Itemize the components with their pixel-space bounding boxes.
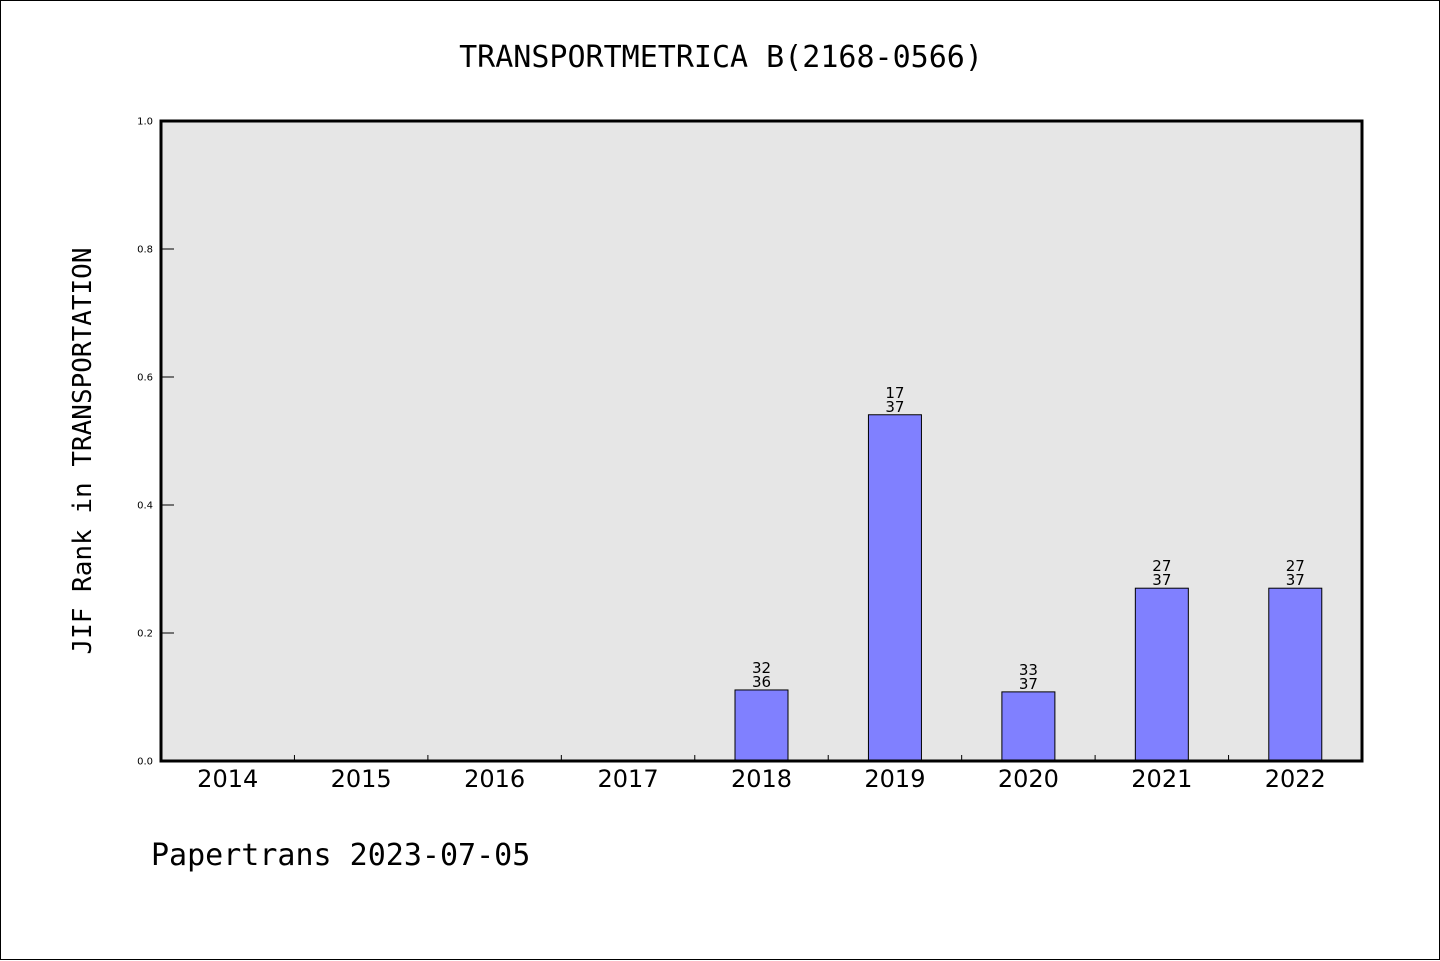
plot-border: [159, 119, 1364, 763]
bar-rank-label: 32: [752, 659, 771, 677]
bar-total-label: 37: [885, 398, 904, 416]
bar-2019: [867, 414, 922, 762]
x-tick-label: 2015: [331, 765, 392, 793]
x-tick-label: 2022: [1265, 765, 1326, 793]
bar-rank-label: 27: [1152, 557, 1171, 575]
y-tick-label: 0.6: [137, 373, 153, 384]
bar-2018: [734, 689, 789, 762]
bar-total-label: 37: [1286, 571, 1305, 589]
bar-total-label: 36: [752, 673, 771, 691]
bar-total-label: 37: [1019, 675, 1038, 693]
y-tick-label: 0.2: [137, 629, 153, 640]
x-tick-label: 2016: [464, 765, 525, 793]
chart-title: TRANSPORTMETRICA B(2168-0566): [459, 40, 983, 75]
bar-rank-label: 33: [1019, 661, 1038, 679]
footer-source: Papertrans 2023-07-05: [151, 838, 530, 873]
x-tick-label: 2021: [1131, 765, 1192, 793]
x-tick-label: 2019: [864, 765, 925, 793]
y-tick-label: 1.0: [137, 117, 153, 128]
bar-rank-label: 27: [1286, 557, 1305, 575]
bar-2022: [1268, 587, 1323, 762]
y-tick-labels: 0.0 0.2 0.4 0.6 0.8 1.0: [137, 117, 153, 768]
x-tick-label: 2018: [731, 765, 792, 793]
x-tick-label: 2017: [598, 765, 659, 793]
y-tick-label: 0.0: [137, 757, 153, 768]
bar-2020: [1001, 691, 1056, 762]
y-tick-label: 0.8: [137, 245, 153, 256]
x-tick-label: 2020: [998, 765, 1059, 793]
bar-rank-label: 17: [885, 384, 904, 402]
y-tick-label: 0.4: [137, 501, 153, 512]
bar-total-label: 37: [1152, 571, 1171, 589]
x-tick-label: 2014: [197, 765, 258, 793]
bar-2021: [1134, 587, 1189, 762]
y-axis-label: JIF Rank in TRANSPORTATION: [68, 248, 98, 655]
x-tick-labels: 2014 2015 2016 2017 2018 2019 2020 2021 2022: [197, 765, 1326, 793]
